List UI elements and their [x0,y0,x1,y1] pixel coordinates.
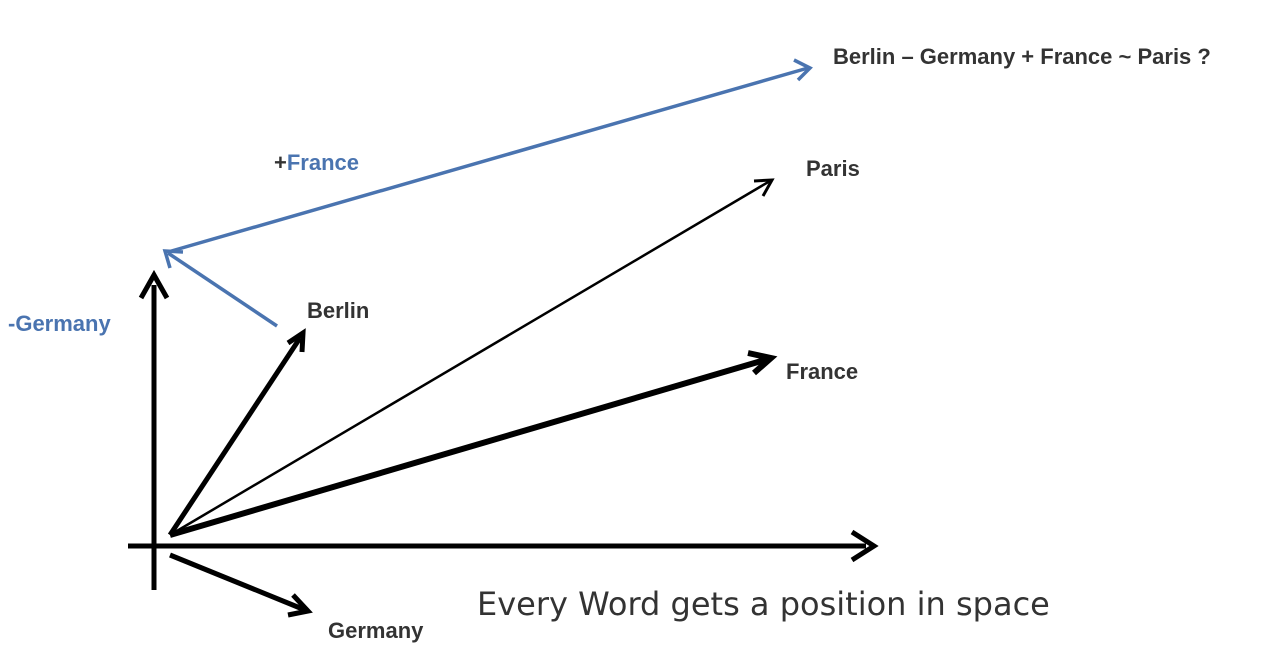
france-vector [169,356,769,538]
germany-label: Germany [328,618,424,643]
france-label: France [786,359,859,384]
berlin-vector [167,336,303,537]
plus-france-label: +France [274,152,359,174]
plus-france-arrowhead [793,58,813,82]
minus-germany-label: -Germany [8,311,111,336]
plus-france-word: France [286,150,360,175]
berlin-arrowhead [286,328,306,353]
plus-sign: + [274,150,287,175]
x-axis-arrowhead [850,529,879,563]
paris-arrowhead [753,178,775,197]
caption: Every Word gets a position in space [477,585,1050,623]
plus-france-vector [167,66,809,254]
paris-vector [169,179,771,537]
equation-label: Berlin – Germany + France ~ Paris ? [833,44,1211,69]
minus-germany-vector [167,251,278,328]
germany-arrowhead [287,593,313,618]
france-arrowhead [747,350,778,376]
berlin-label: Berlin [307,298,370,323]
paris-label: Paris [806,156,860,181]
minus-germany-arrowhead [162,249,184,269]
y-axis-arrowhead [138,269,170,300]
germany-vector [169,552,306,613]
